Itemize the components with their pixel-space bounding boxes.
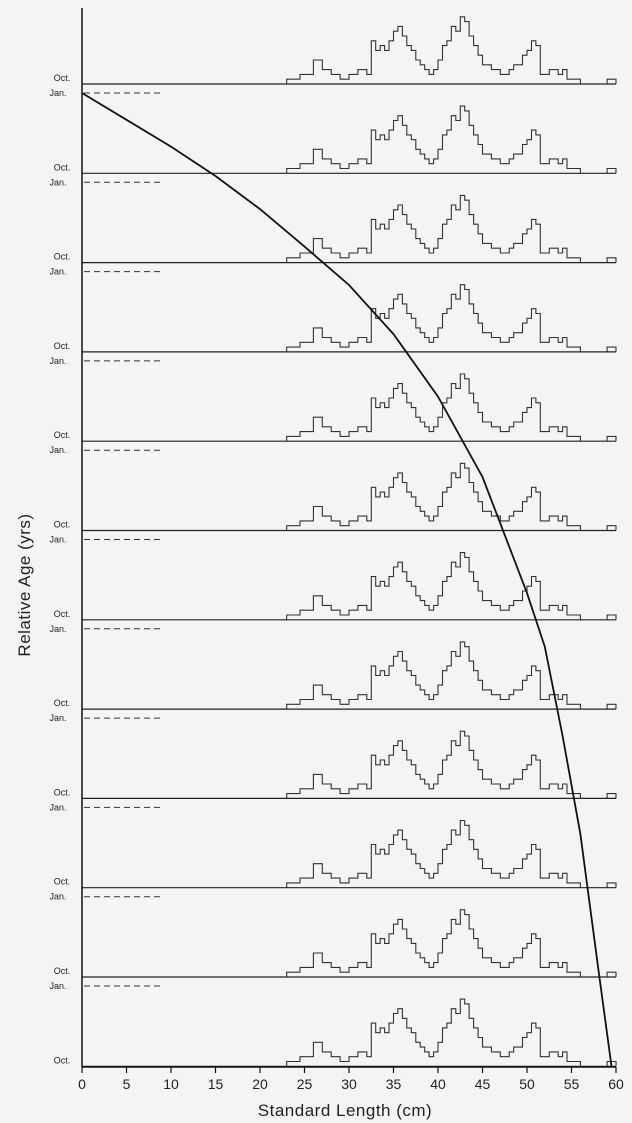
jan-label: Jan.: [49, 981, 66, 991]
axes: 0 5 10 15 20 25 30 35 40 45 50 55 60: [78, 8, 624, 1092]
length-frequency-histogram: [286, 998, 617, 1067]
jan-label: Jan.: [49, 713, 66, 723]
histogram-row: Oct. Jan.: [49, 194, 617, 277]
length-frequency-histogram: [286, 462, 617, 531]
oct-label: Oct.: [54, 520, 71, 530]
oct-label: Oct.: [54, 609, 71, 619]
jan-label: Jan.: [49, 88, 66, 98]
length-frequency-histogram: [286, 194, 617, 263]
histogram-row: Oct. Jan.: [49, 552, 617, 634]
growth-curve: [81, 92, 613, 1068]
oct-label: Oct.: [54, 1055, 71, 1065]
x-tick-label: 0: [78, 1076, 86, 1092]
jan-label: Jan.: [49, 356, 66, 366]
x-tick-label: 30: [341, 1076, 357, 1092]
histogram-rows: Oct. Jan. Oct. Jan. Oct. Jan. Oct. Jan. Oct. Jan.…: [49, 16, 617, 1067]
oct-label: Oct.: [54, 877, 71, 887]
histogram-row: Oct. Jan.: [49, 909, 617, 991]
x-tick-label: 5: [123, 1076, 131, 1092]
jan-label: Jan.: [49, 177, 66, 187]
length-frequency-histogram: [286, 284, 617, 352]
x-tick-label: 10: [163, 1076, 179, 1092]
jan-label: Jan.: [49, 802, 66, 812]
length-frequency-histogram: [286, 909, 617, 977]
oct-label: Oct.: [54, 787, 71, 797]
x-tick-label: 60: [608, 1076, 624, 1092]
length-frequency-histogram: [286, 641, 617, 710]
oct-label: Oct.: [54, 430, 71, 440]
x-axis-title: Standard Length (cm): [258, 1101, 432, 1120]
x-tick-label: 15: [208, 1076, 224, 1092]
histogram-row: Oct. Jan.: [49, 730, 617, 812]
length-frequency-histogram: [286, 16, 617, 84]
x-tick-label: 40: [430, 1076, 446, 1092]
jan-label: Jan.: [49, 624, 66, 634]
histogram-row: Oct. Jan.: [49, 373, 617, 455]
length-frequency-histogram: [286, 105, 617, 174]
oct-label: Oct.: [54, 73, 71, 83]
jan-label: Jan.: [49, 892, 66, 902]
jan-label: Jan.: [49, 535, 66, 545]
x-tick-label: 55: [564, 1076, 580, 1092]
oct-label: Oct.: [54, 966, 71, 976]
length-frequency-histogram: [286, 819, 617, 888]
x-tick-label: 25: [297, 1076, 313, 1092]
growth-curve-layer: [81, 92, 613, 1068]
histogram-row: Oct. Jan.: [49, 284, 617, 366]
histogram-row: Oct. Jan.: [49, 105, 617, 187]
histogram-row: Oct.: [54, 998, 617, 1067]
length-frequency-histogram: [286, 373, 617, 442]
oct-label: Oct.: [54, 252, 71, 262]
y-axis-title: Relative Age (yrs): [15, 513, 34, 656]
jan-label: Jan.: [49, 267, 66, 277]
histogram-row: Oct. Jan.: [49, 462, 617, 545]
length-frequency-histogram: [286, 730, 617, 799]
length-frequency-histogram: [286, 552, 617, 620]
histogram-row: Oct. Jan.: [49, 16, 617, 98]
oct-label: Oct.: [54, 162, 71, 172]
x-tick-label: 20: [252, 1076, 268, 1092]
x-tick-label: 45: [475, 1076, 491, 1092]
oct-label: Oct.: [54, 698, 71, 708]
histogram-row: Oct. Jan.: [49, 819, 617, 902]
x-tick-label: 50: [519, 1076, 535, 1092]
jan-label: Jan.: [49, 445, 66, 455]
histogram-row: Oct. Jan.: [49, 641, 617, 723]
x-tick-label: 35: [386, 1076, 402, 1092]
oct-label: Oct.: [54, 341, 71, 351]
